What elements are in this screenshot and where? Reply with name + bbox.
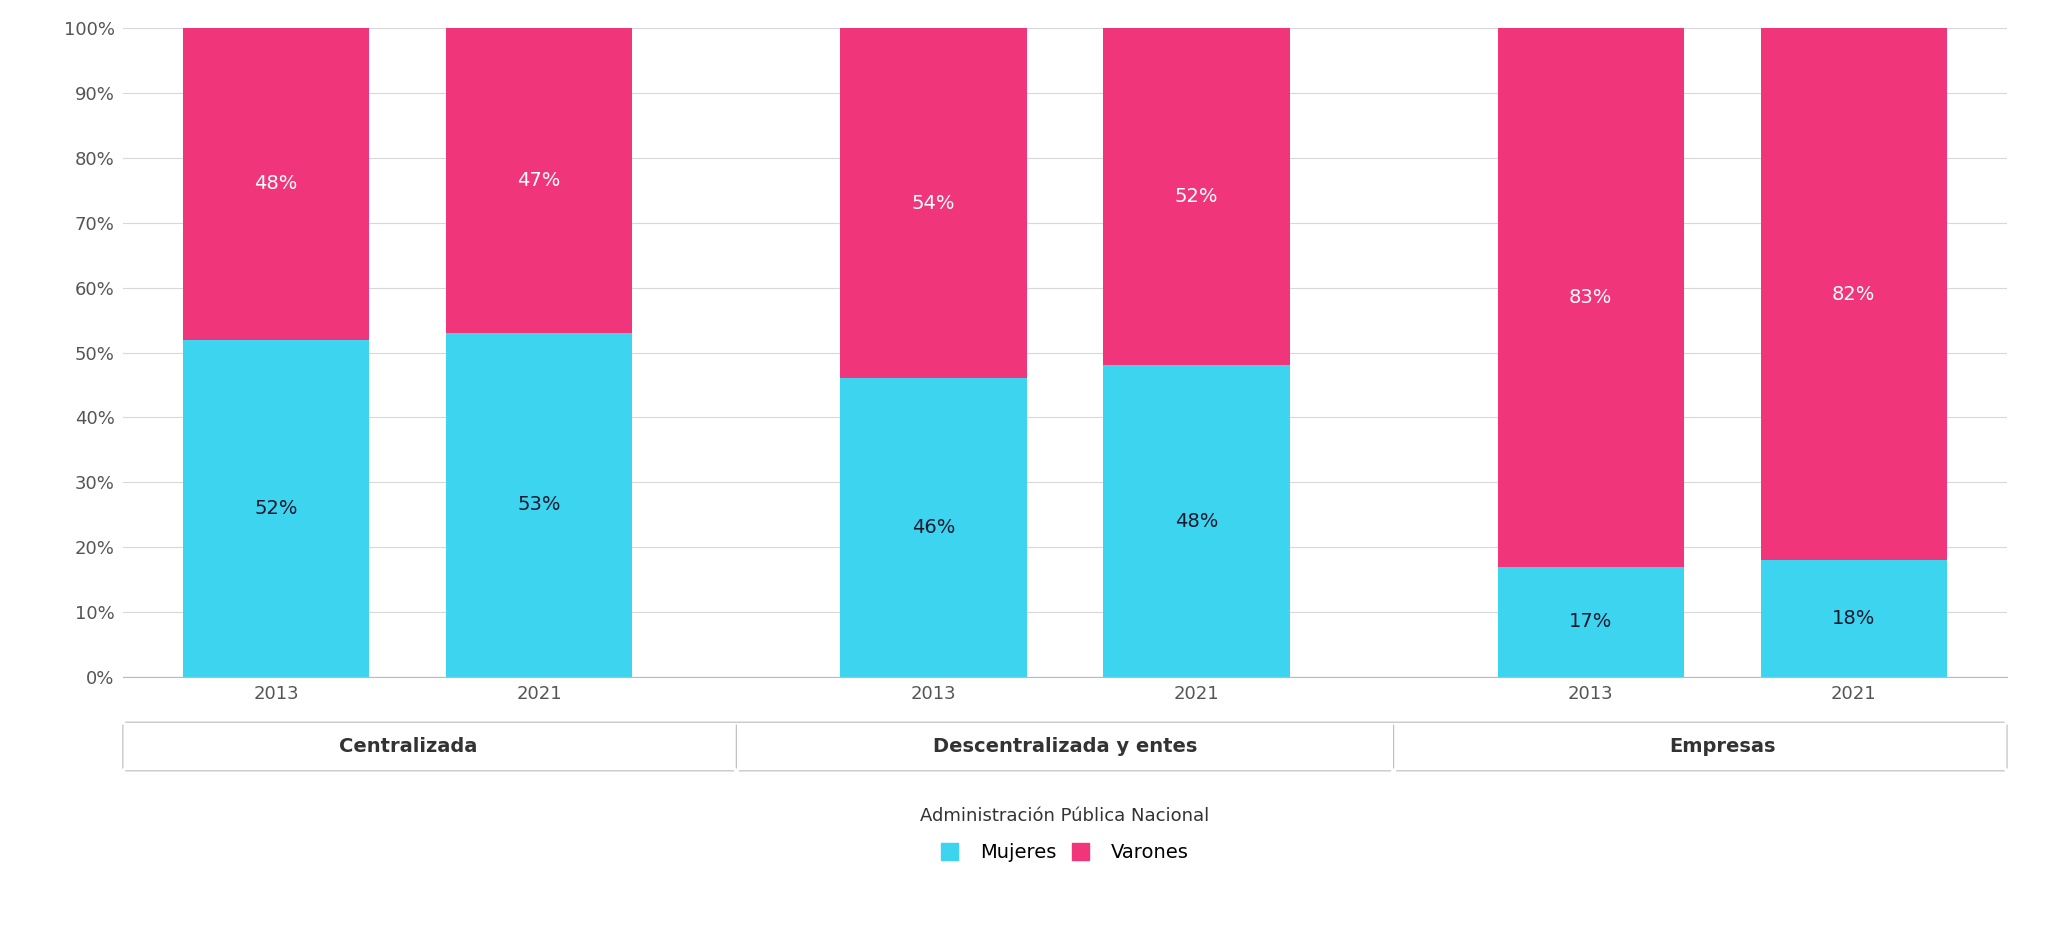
Bar [840, 28, 1026, 379]
Text: 54%: 54% [911, 194, 954, 212]
Text: 52%: 52% [254, 498, 299, 518]
Text: 46%: 46% [911, 518, 954, 537]
Bar [1761, 28, 1948, 560]
Bar [1497, 28, 1683, 567]
Text: 83%: 83% [1569, 288, 1612, 306]
Bar [1104, 28, 1290, 366]
Text: Empresas: Empresas [1669, 737, 1776, 756]
Legend: Mujeres, Varones: Mujeres, Varones [932, 833, 1198, 871]
Text: 18%: 18% [1833, 609, 1876, 628]
Text: Administración Pública Nacional: Administración Pública Nacional [920, 807, 1210, 824]
Text: Descentralizada y entes: Descentralizada y entes [932, 737, 1198, 756]
Text: 17%: 17% [1569, 612, 1612, 631]
Text: 47%: 47% [518, 171, 561, 190]
Bar [446, 333, 633, 677]
Bar [446, 28, 633, 333]
Text: 52%: 52% [1176, 187, 1219, 207]
Text: 53%: 53% [518, 495, 561, 514]
Text: 48%: 48% [254, 174, 297, 194]
Text: 82%: 82% [1833, 285, 1876, 304]
Text: 48%: 48% [1176, 511, 1219, 531]
Bar [1497, 567, 1683, 677]
Bar [1761, 560, 1948, 677]
Text: Centralizada: Centralizada [338, 737, 477, 756]
Bar [1104, 366, 1290, 677]
Bar [182, 339, 369, 677]
Bar [182, 28, 369, 339]
Bar [840, 379, 1026, 677]
